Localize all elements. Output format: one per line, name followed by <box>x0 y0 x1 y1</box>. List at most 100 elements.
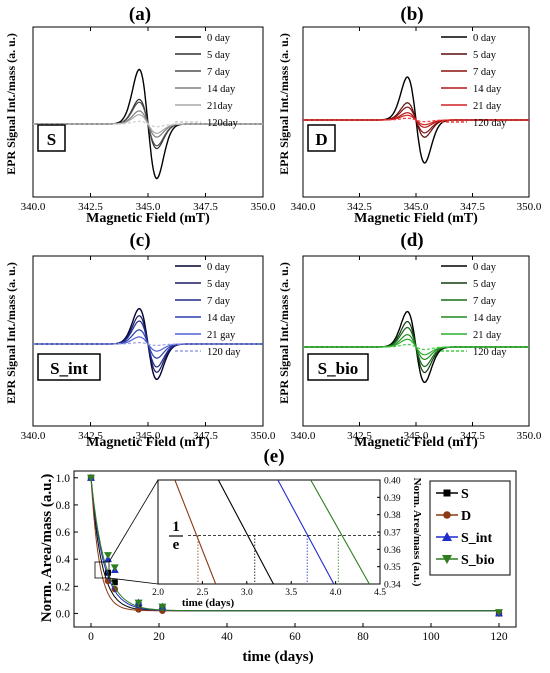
panel-e-xtick-label-6: 120 <box>490 631 508 643</box>
panel-d-legend: 0 day 5 day 7 day 14 day 21 day 120 day <box>441 262 507 358</box>
panel-b-label: (b) <box>400 4 423 25</box>
panel-e-zoom-connector-bottom <box>108 577 159 585</box>
panel-b-legend-label-1: 5 day <box>473 50 497 61</box>
panel-a-ylabel: EPR Signal Int./mass (a. u.) <box>4 33 18 175</box>
panel-e-xtick-label-2: 40 <box>221 631 233 643</box>
panel-e-point-0-2 <box>111 579 118 586</box>
panel-a-legend-label-0: 0 day <box>207 33 231 44</box>
panel-a: (a) EPR Signal Int./mass (a. u.) 340.0 34… <box>4 4 276 226</box>
panel-c-x-ticks: 340.0 342.5 345.0 347.5 350.0 <box>21 256 276 442</box>
panel-e-ytick-label-4: 0.8 <box>56 500 71 512</box>
panel-b-xtick-label-0: 340.0 <box>291 201 316 213</box>
panel-b: (b) EPR Signal Int./mass (a. u.) 340.0 34… <box>277 4 542 226</box>
panel-e-point-3-5 <box>495 609 503 617</box>
panel-b-legend-label-0: 0 day <box>473 33 497 44</box>
panel-c-series-5 <box>33 342 263 346</box>
panel-b-legend-label-4: 21 day <box>473 101 502 112</box>
panel-b-ylabel: EPR Signal Int./mass (a. u.) <box>277 33 291 175</box>
panel-c-sample-label: S_int <box>50 359 88 378</box>
panel-d-legend-label-1: 5 day <box>473 279 497 290</box>
inset-xtick-label-5: 4.5 <box>374 588 386 598</box>
panel-a-xtick-label-4: 350.0 <box>251 201 276 213</box>
panel-d-sample-box <box>307 353 369 381</box>
panel-e-legend-label-3: S_bio <box>461 553 494 568</box>
panel-a-legend-label-5: 120day <box>207 118 239 129</box>
panel-a-legend-label-1: 5 day <box>207 50 231 61</box>
panel-d-xtick-label-0: 340.0 <box>291 430 316 442</box>
panel-c-legend-label-1: 5 day <box>207 279 231 290</box>
panel-d-legend-label-4: 21 day <box>473 330 502 341</box>
panel-d: (d) EPR Signal Int./mass (a. u.) 340.0 34… <box>277 230 542 450</box>
panel-a-legend-label-4: 21day <box>207 101 233 112</box>
panel-e-ytick-label-3: 0.6 <box>56 527 71 539</box>
panel-b-sample-label: D <box>315 130 327 149</box>
inset-xlabel: time (days) <box>182 597 235 609</box>
inset-xtick-label-1: 2.5 <box>196 588 208 598</box>
panel-a-legend-label-2: 7 day <box>207 67 231 78</box>
panel-c-xlabel: Magnetic Field (mT) <box>86 435 210 450</box>
panel-a-x-ticks: 340.0 342.5 345.0 347.5 350.0 <box>21 27 276 213</box>
panel-c-legend-label-4: 21 gay <box>207 330 236 341</box>
panel-d-series-5 <box>303 343 529 351</box>
panel-b-xtick-label-4: 350.0 <box>517 201 542 213</box>
inset-threshold-label: 1 e <box>169 519 183 553</box>
panel-c-legend-label-5: 120 day <box>207 347 241 358</box>
panel-c-ylabel: EPR Signal Int./mass (a. u.) <box>4 262 18 404</box>
panel-e-point-3-0 <box>87 474 95 482</box>
panel-a-label: (a) <box>129 4 151 25</box>
panel-c-label: (c) <box>129 230 150 251</box>
panel-e-legend-label-2: S_int <box>461 531 492 546</box>
panel-d-xtick-label-4: 350.0 <box>517 430 542 442</box>
panel-a-legend: 0 day 5 day 7 day 14 day 21day 120day <box>175 33 239 129</box>
panel-e-point-3-1 <box>104 552 112 560</box>
panel-e-xtick-label-1: 20 <box>153 631 165 643</box>
panel-c-sample-box <box>37 353 101 381</box>
panel-d-sample-label: S_bio <box>318 359 359 378</box>
panel-e: (e) Norm. Area/mass (a.u.) 0 20 40 60 80 100 1… <box>39 446 517 665</box>
panel-b-series-5 <box>303 117 529 123</box>
panel-d-xlabel: Magnetic Field (mT) <box>354 435 478 450</box>
panel-e-legend-label-1: D <box>461 509 471 524</box>
panel-a-xtick-label-0: 340.0 <box>21 201 46 213</box>
panel-e-point-3-2 <box>110 564 119 572</box>
panel-e-legend-marker-3 <box>442 555 452 564</box>
inset-decay-line-2 <box>277 479 335 585</box>
inset-threshold-numerator: 1 <box>172 519 180 535</box>
panel-e-ytick-label-2: 0.4 <box>56 554 71 566</box>
panel-a-xlabel: Magnetic Field (mT) <box>86 211 210 226</box>
panel-b-x-ticks: 340.0 342.5 345.0 347.5 350.0 <box>291 27 542 213</box>
panel-e-xtick-label-0: 0 <box>88 631 94 643</box>
inset-ytick-label-3: 0.37 <box>384 529 401 539</box>
inset-frame <box>157 479 381 585</box>
inset-decay-line-1 <box>217 479 274 585</box>
panel-b-plot <box>303 76 529 164</box>
panel-c-legend-label-0: 0 day <box>207 262 231 273</box>
panel-b-legend-label-2: 7 day <box>473 67 497 78</box>
panel-e-legend-label-0: S <box>461 487 469 502</box>
panel-c-xtick-label-2: 345.0 <box>136 430 161 442</box>
inset-xtick-label-2: 3.0 <box>241 588 253 598</box>
panel-b-xtick-label-3: 347.5 <box>460 201 485 213</box>
inset-ytick-label-1: 0.35 <box>384 563 401 573</box>
panel-e-legend-marker-1 <box>443 511 451 519</box>
panel-a-xtick-label-3: 347.5 <box>193 201 218 213</box>
panel-d-legend-label-2: 7 day <box>473 296 497 307</box>
panel-b-legend-label-5: 120 day <box>473 118 507 129</box>
panel-b-legend-label-3: 14 day <box>473 84 502 95</box>
panel-c-legend: 0 day 5 day 7 day 14 day 21 gay 120 day <box>175 262 241 358</box>
panel-d-legend-label-3: 14 day <box>473 313 502 324</box>
panel-e-ytick-label-5: 1.0 <box>56 473 71 485</box>
inset-xtick-label-0: 2.0 <box>152 588 164 598</box>
panel-d-xtick-label-2: 345.0 <box>404 430 429 442</box>
panel-e-point-3-3 <box>134 599 143 607</box>
panel-a-series-5 <box>33 120 263 128</box>
panel-e-legend-marker-2 <box>442 532 452 541</box>
panel-d-ylabel: EPR Signal Int./mass (a. u.) <box>277 262 291 404</box>
inset-decay-line-0 <box>174 479 217 585</box>
panel-b-legend: 0 day 5 day 7 day 14 day 21 day 120 day <box>441 33 507 129</box>
panel-b-sample-box <box>307 124 336 152</box>
panel-a-sample-label: S <box>47 130 56 149</box>
panel-c-legend-label-2: 7 day <box>207 296 231 307</box>
panel-d-plot <box>303 310 529 384</box>
panel-c-plot <box>33 307 263 381</box>
